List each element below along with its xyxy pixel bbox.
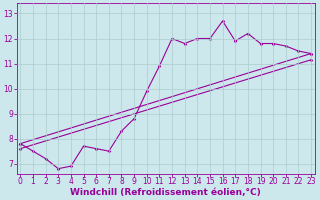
X-axis label: Windchill (Refroidissement éolien,°C): Windchill (Refroidissement éolien,°C) (70, 188, 261, 197)
